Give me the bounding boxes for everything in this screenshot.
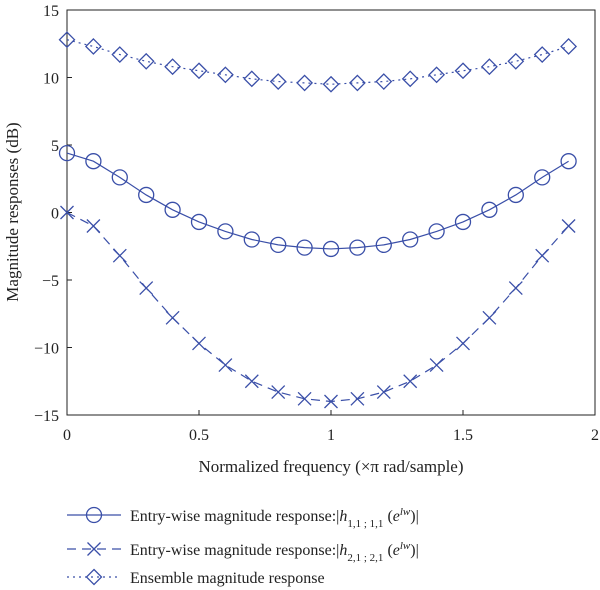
marker-diamond: [375, 73, 393, 90]
marker-x: [271, 385, 286, 400]
marker-diamond: [111, 46, 129, 63]
marker-circle: [243, 231, 260, 248]
marker-diamond: [480, 58, 498, 76]
marker-diamond: [216, 66, 234, 84]
marker-diamond: [507, 52, 525, 70]
marker-x: [218, 358, 233, 373]
y-tick-label: −15: [34, 408, 59, 425]
legend-label: Entry-wise magnitude response:|h1,1 ; 1,…: [130, 506, 419, 530]
marker-diamond: [84, 38, 102, 55]
series-1: [58, 144, 577, 258]
marker-x: [508, 281, 523, 296]
marker-circle: [164, 201, 181, 218]
marker-diamond: [137, 52, 155, 70]
marker-x: [350, 391, 365, 406]
marker-diamond: [348, 74, 366, 92]
x-tick-label: 1.5: [453, 427, 473, 444]
x-tick-label: 0.5: [189, 427, 209, 444]
marker-circle: [402, 231, 419, 248]
legend-item-1: Entry-wise magnitude response:|h1,1 ; 1,…: [67, 506, 419, 530]
marker-x: [403, 374, 418, 389]
marker-circle: [111, 169, 128, 186]
marker-diamond: [164, 58, 182, 76]
marker-circle: [534, 169, 551, 186]
marker-circle: [58, 144, 76, 162]
marker-x: [112, 248, 127, 263]
marker-circle: [217, 223, 234, 240]
marker-circle: [375, 236, 392, 254]
marker-x: [86, 219, 101, 233]
y-tick-label: 5: [51, 138, 59, 155]
marker-circle: [481, 201, 498, 218]
marker-diamond: [533, 46, 551, 63]
marker-x: [297, 391, 312, 406]
marker-diamond: [58, 31, 76, 49]
marker-diamond: [428, 66, 446, 84]
marker-x: [324, 394, 338, 409]
legend-item-2: Entry-wise magnitude response:|h2,1 ; 2,…: [67, 540, 419, 564]
marker-circle: [296, 239, 313, 256]
ticks: 0 0.5 1 1.5 2 −15 −10 −5 0 5 10 15: [34, 3, 599, 444]
y-tick-label: 0: [51, 206, 59, 223]
y-tick-label: 15: [43, 3, 59, 20]
marker-x: [535, 248, 550, 263]
marker-diamond: [243, 70, 261, 88]
x-tick-label: 2: [591, 427, 599, 444]
marker-diamond: [401, 70, 419, 88]
legend-label: Ensemble magnitude response: [130, 570, 325, 587]
x-tick-label: 1: [327, 427, 335, 444]
series-2: [60, 205, 576, 409]
x-tick-label: 0: [63, 427, 71, 444]
y-axis-title: Magnitude responses (dB): [3, 122, 22, 301]
marker-circle: [270, 236, 287, 254]
marker-circle: [322, 240, 340, 258]
marker-x: [139, 281, 154, 296]
marker-x: [376, 385, 391, 400]
marker-x: [456, 336, 470, 351]
y-tick-label: −5: [42, 273, 59, 290]
marker-x: [165, 310, 180, 325]
series-3: [58, 31, 578, 93]
y-tick-label: −10: [34, 341, 59, 358]
marker-circle: [454, 213, 472, 231]
marker-circle: [428, 223, 445, 240]
y-tick-label: 10: [43, 71, 59, 88]
marker-diamond: [85, 568, 103, 586]
marker-circle: [138, 186, 155, 204]
series-line: [66, 152, 569, 250]
marker-x: [192, 336, 206, 351]
marker-diamond: [322, 75, 340, 93]
legend: Entry-wise magnitude response:|h1,1 ; 1,…: [67, 506, 419, 587]
series-layer: [58, 31, 578, 409]
x-axis-title: Normalized frequency (×π rad/sample): [198, 457, 463, 476]
marker-circle: [85, 153, 102, 170]
marker-diamond: [269, 73, 287, 90]
legend-item-3: Ensemble magnitude response: [67, 568, 325, 587]
marker-circle: [349, 239, 366, 256]
marker-diamond: [190, 62, 208, 80]
marker-circle: [85, 506, 103, 524]
marker-x: [482, 310, 497, 325]
series-line: [66, 39, 569, 85]
series-line: [66, 211, 570, 403]
marker-circle: [507, 186, 524, 204]
marker-diamond: [296, 74, 314, 92]
marker-circle: [190, 213, 208, 231]
marker-diamond: [560, 38, 578, 55]
marker-x: [87, 542, 101, 556]
marker-diamond: [454, 62, 472, 80]
marker-circle: [560, 153, 577, 170]
marker-x: [60, 205, 74, 220]
marker-x: [244, 374, 259, 389]
plot-frame: [66, 9, 596, 416]
marker-x: [429, 358, 444, 373]
legend-label: Entry-wise magnitude response:|h2,1 ; 2,…: [130, 540, 419, 564]
marker-x: [561, 219, 576, 233]
